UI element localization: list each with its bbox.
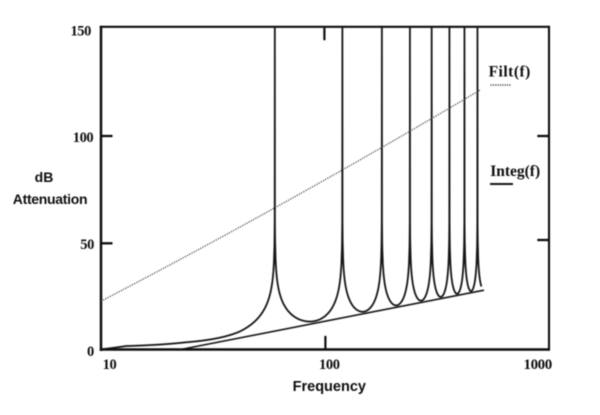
svg-text:Integ(f): Integ(f) [490, 163, 540, 180]
svg-text:1000: 1000 [523, 357, 551, 373]
svg-text:Attenuation: Attenuation [13, 191, 87, 207]
svg-text:0: 0 [87, 344, 94, 360]
svg-text:100: 100 [73, 130, 94, 146]
svg-text:Filt(f): Filt(f) [489, 63, 531, 80]
svg-text:100: 100 [319, 357, 340, 373]
svg-text:dB: dB [35, 169, 54, 185]
svg-text:50: 50 [80, 237, 94, 253]
svg-text:10: 10 [103, 357, 117, 373]
svg-text:Frequency: Frequency [293, 379, 366, 395]
svg-text:150: 150 [70, 24, 91, 40]
